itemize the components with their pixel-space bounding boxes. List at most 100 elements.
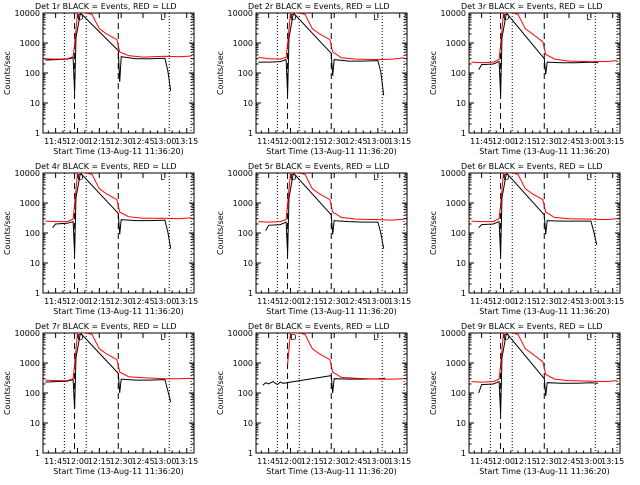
chart-title: Det 1r BLACK = Events, RED = LLD	[35, 2, 177, 11]
y-axis-label: Counts/sec	[216, 211, 225, 255]
x-tick-label: 12:45	[344, 457, 367, 466]
y-tick-label: 10	[456, 99, 466, 108]
y-tick-label: 1000	[446, 199, 466, 208]
x-tick-label: 11:45	[44, 457, 67, 466]
x-tick-label: 12:00	[492, 137, 515, 146]
y-tick-label: 1	[35, 449, 40, 458]
y-tick-label: 10000	[15, 9, 40, 18]
x-tick-label: 13:15	[175, 137, 198, 146]
y-axis-label: Counts/sec	[429, 51, 438, 95]
detector-chart: Det 6r BLACK = Events, RED = LLD D L 1 10 100…	[429, 162, 624, 316]
x-axis-label: Start Time (13-Aug-11 11:36:20)	[53, 467, 184, 476]
x-tick-label: 12:30	[323, 457, 346, 466]
lld-series-line	[45, 173, 192, 223]
event-marker-l: L	[586, 173, 591, 182]
x-tick-label: 13:00	[579, 137, 602, 146]
y-tick-label: 100	[451, 389, 466, 398]
event-marker-l: L	[160, 173, 165, 182]
x-tick-label: 13:00	[579, 297, 602, 306]
y-tick-label: 10000	[15, 329, 40, 338]
detector-chart: Det 3r BLACK = Events, RED = LLD D L 1 10 100…	[429, 2, 624, 156]
detector-panel: Det 7r BLACK = Events, RED = LLD D L 1 10 100…	[0, 320, 213, 480]
y-tick-label: 1	[35, 289, 40, 298]
x-tick-label: 11:45	[44, 137, 67, 146]
detector-panel: Det 9r BLACK = Events, RED = LLD D L 1 10 100…	[426, 320, 639, 480]
y-tick-label: 1	[248, 289, 253, 298]
x-tick-label: 13:15	[388, 297, 411, 306]
x-tick-label: 12:30	[536, 297, 559, 306]
detector-chart: Det 7r BLACK = Events, RED = LLD D L 1 10 100…	[3, 322, 198, 476]
detector-panel: Det 1r BLACK = Events, RED = LLD D L 1 10 100…	[0, 0, 213, 160]
y-tick-label: 1	[35, 129, 40, 138]
x-axis-label: Start Time (13-Aug-11 11:36:20)	[266, 147, 397, 156]
detector-panel: Det 8r BLACK = Events, RED = LLD D L 1 10 100…	[213, 320, 426, 480]
y-tick-label: 100	[25, 389, 40, 398]
x-tick-label: 12:45	[557, 297, 580, 306]
x-tick-label: 12:15	[301, 457, 324, 466]
detector-chart: Det 8r BLACK = Events, RED = LLD D L 1 10 100…	[216, 322, 411, 476]
x-tick-label: 12:00	[492, 457, 515, 466]
x-tick-label: 11:45	[257, 137, 280, 146]
x-axis-label: Start Time (13-Aug-11 11:36:20)	[479, 147, 610, 156]
x-tick-label: 13:00	[153, 137, 176, 146]
lld-series-line	[258, 13, 405, 61]
events-series-line	[52, 173, 172, 255]
x-axis-label: Start Time (13-Aug-11 11:36:20)	[266, 307, 397, 316]
x-tick-label: 11:45	[470, 457, 493, 466]
y-tick-label: 10	[30, 99, 40, 108]
x-tick-label: 12:00	[492, 297, 515, 306]
x-tick-label: 12:30	[536, 457, 559, 466]
y-tick-label: 10000	[441, 329, 466, 338]
chart-title: Det 7r BLACK = Events, RED = LLD	[35, 322, 177, 331]
x-tick-label: 11:45	[257, 457, 280, 466]
y-tick-label: 10	[456, 259, 466, 268]
chart-title: Det 9r BLACK = Events, RED = LLD	[461, 322, 603, 331]
y-tick-label: 100	[25, 229, 40, 238]
x-tick-label: 12:00	[279, 297, 302, 306]
event-marker-d: D	[77, 173, 83, 182]
detector-panel: Det 2r BLACK = Events, RED = LLD D L 1 10 100…	[213, 0, 426, 160]
x-tick-label: 12:45	[557, 137, 580, 146]
y-tick-label: 1000	[20, 39, 40, 48]
x-tick-label: 13:15	[601, 137, 624, 146]
chart-title: Det 6r BLACK = Events, RED = LLD	[461, 162, 603, 171]
x-tick-label: 12:15	[514, 457, 537, 466]
x-axis-label: Start Time (13-Aug-11 11:36:20)	[479, 467, 610, 476]
y-tick-label: 10	[243, 99, 253, 108]
x-axis-label: Start Time (13-Aug-11 11:36:20)	[53, 147, 184, 156]
x-tick-label: 13:00	[153, 457, 176, 466]
y-tick-label: 10	[30, 419, 40, 428]
x-axis-label: Start Time (13-Aug-11 11:36:20)	[479, 307, 610, 316]
detector-chart: Det 4r BLACK = Events, RED = LLD D L 1 10 100…	[3, 162, 198, 316]
detector-panel: Det 3r BLACK = Events, RED = LLD D L 1 10 100…	[426, 0, 639, 160]
y-tick-label: 100	[238, 69, 253, 78]
x-tick-label: 12:15	[88, 297, 111, 306]
y-tick-label: 1	[461, 289, 466, 298]
y-tick-label: 100	[451, 69, 466, 78]
x-tick-label: 12:00	[66, 457, 89, 466]
chart-title: Det 2r BLACK = Events, RED = LLD	[248, 2, 390, 11]
event-marker-l: L	[586, 13, 591, 22]
detector-chart: Det 9r BLACK = Events, RED = LLD D L 1 10 100…	[429, 322, 624, 476]
x-tick-label: 13:00	[366, 137, 389, 146]
event-marker-l: L	[160, 333, 165, 342]
x-tick-label: 12:15	[88, 137, 111, 146]
event-marker-d: D	[77, 13, 83, 22]
y-tick-label: 1	[461, 129, 466, 138]
lld-series-line	[258, 173, 405, 223]
y-tick-label: 1000	[233, 199, 253, 208]
event-marker-d: D	[503, 333, 509, 342]
x-tick-label: 11:45	[470, 137, 493, 146]
detector-panel: Det 4r BLACK = Events, RED = LLD D L 1 10 100…	[0, 160, 213, 320]
x-tick-label: 13:15	[175, 297, 198, 306]
y-axis-label: Counts/sec	[216, 51, 225, 95]
x-tick-label: 13:15	[388, 457, 411, 466]
y-tick-label: 1000	[20, 359, 40, 368]
chart-title: Det 4r BLACK = Events, RED = LLD	[35, 162, 177, 171]
x-axis-label: Start Time (13-Aug-11 11:36:20)	[266, 467, 397, 476]
x-tick-label: 12:45	[131, 457, 154, 466]
x-tick-label: 13:00	[579, 457, 602, 466]
x-tick-label: 12:45	[557, 457, 580, 466]
events-series-line	[258, 13, 385, 96]
